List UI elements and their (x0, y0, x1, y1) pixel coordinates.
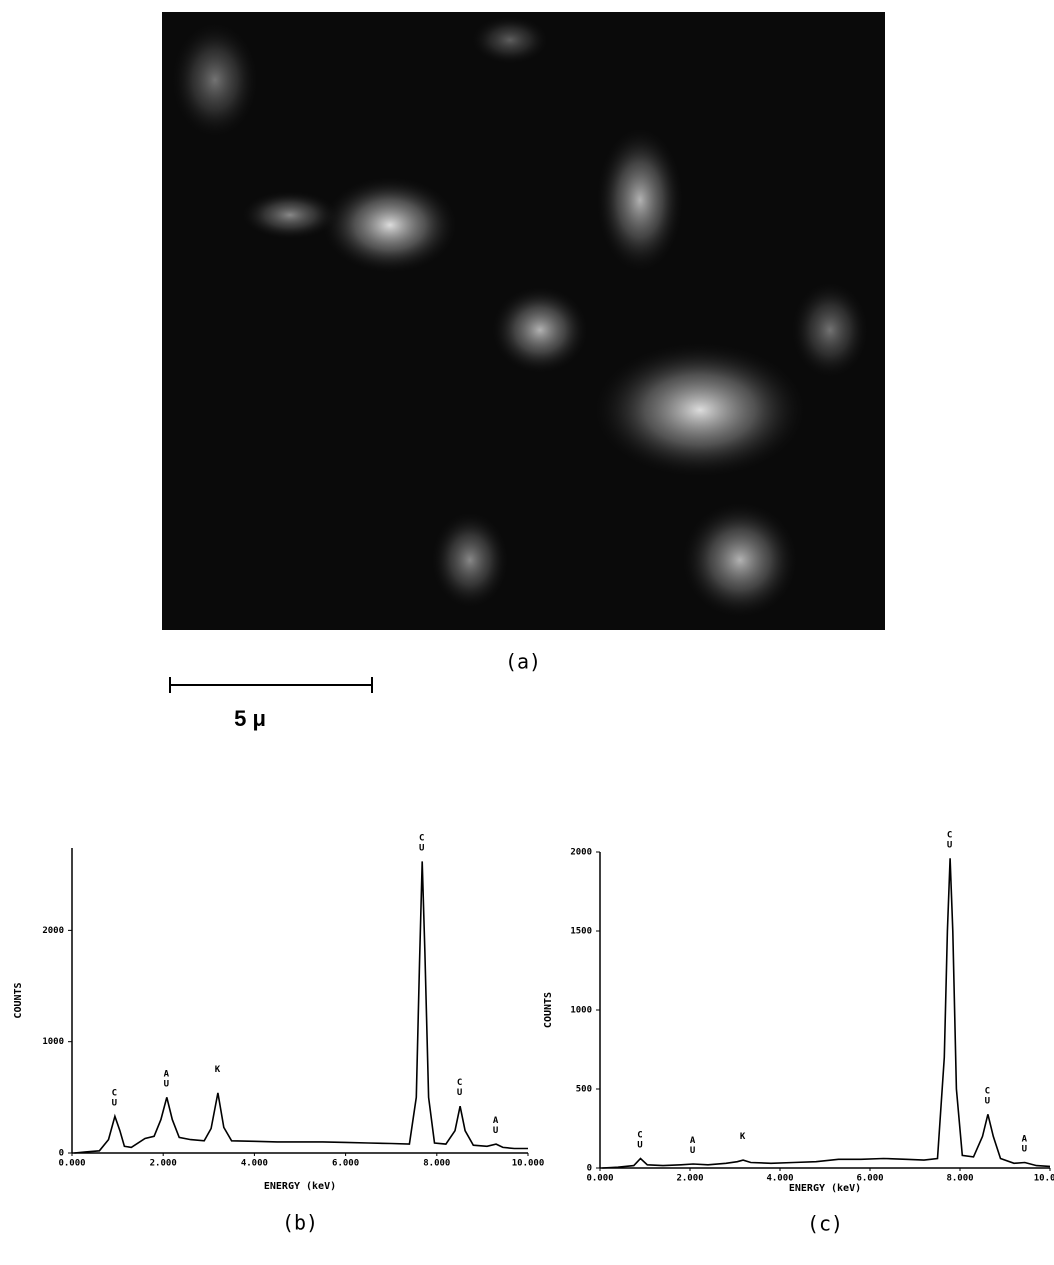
peak-label: AU (1019, 1134, 1029, 1154)
sem-image (162, 12, 885, 630)
y-tick-label: 1000 (570, 1006, 592, 1016)
y-tick-label: 2000 (42, 926, 64, 936)
x-tick-label: 4.000 (241, 1159, 268, 1169)
y-tick-label: 1500 (570, 927, 592, 937)
y-tick-label: 0 (587, 1164, 592, 1174)
scale-bar-label: 5 μ (234, 706, 266, 731)
peak-label: AU (491, 1116, 501, 1136)
x-tick-label: 6.000 (332, 1159, 359, 1169)
peak-label: CU (635, 1131, 645, 1151)
x-tick-label: 0.000 (586, 1174, 613, 1184)
panel-label: (c) (807, 1212, 843, 1236)
x-tick-label: 10.000 (1034, 1174, 1054, 1184)
y-axis-title: COUNTS (13, 982, 24, 1018)
panel-label: (b) (282, 1211, 318, 1235)
y-axis-title: COUNTS (543, 992, 554, 1028)
y-tick-label: 1000 (42, 1037, 64, 1047)
peak-label: K (212, 1065, 222, 1075)
peak-label: CU (109, 1088, 119, 1108)
peak-label: AU (161, 1069, 171, 1089)
scale-bar (169, 677, 373, 693)
x-tick-label: 2.000 (676, 1174, 703, 1184)
x-axis-title: ENERGY (keV) (264, 1181, 336, 1192)
y-tick-label: 0 (59, 1149, 64, 1159)
peak-label: CU (982, 1086, 992, 1106)
x-axis-title: ENERGY (keV) (789, 1183, 861, 1194)
x-tick-label: 6.000 (856, 1174, 883, 1184)
peak-label: CU (417, 833, 427, 853)
y-tick-label: 500 (576, 1085, 592, 1095)
peak-label: AU (688, 1136, 698, 1156)
peak-label: K (738, 1132, 748, 1142)
x-tick-label: 10.000 (512, 1159, 545, 1169)
x-tick-label: 8.000 (423, 1159, 450, 1169)
spectrum-line (602, 858, 1051, 1169)
x-tick-label: 0.000 (58, 1159, 85, 1169)
panel-label: (a) (505, 650, 541, 674)
x-tick-label: 8.000 (946, 1174, 973, 1184)
x-tick-label: 4.000 (766, 1174, 793, 1184)
peak-label: CU (945, 830, 955, 850)
x-tick-label: 2.000 (150, 1159, 177, 1169)
peak-label: CU (455, 1078, 465, 1098)
spectrum-line (74, 861, 528, 1154)
y-tick-label: 2000 (570, 848, 592, 858)
